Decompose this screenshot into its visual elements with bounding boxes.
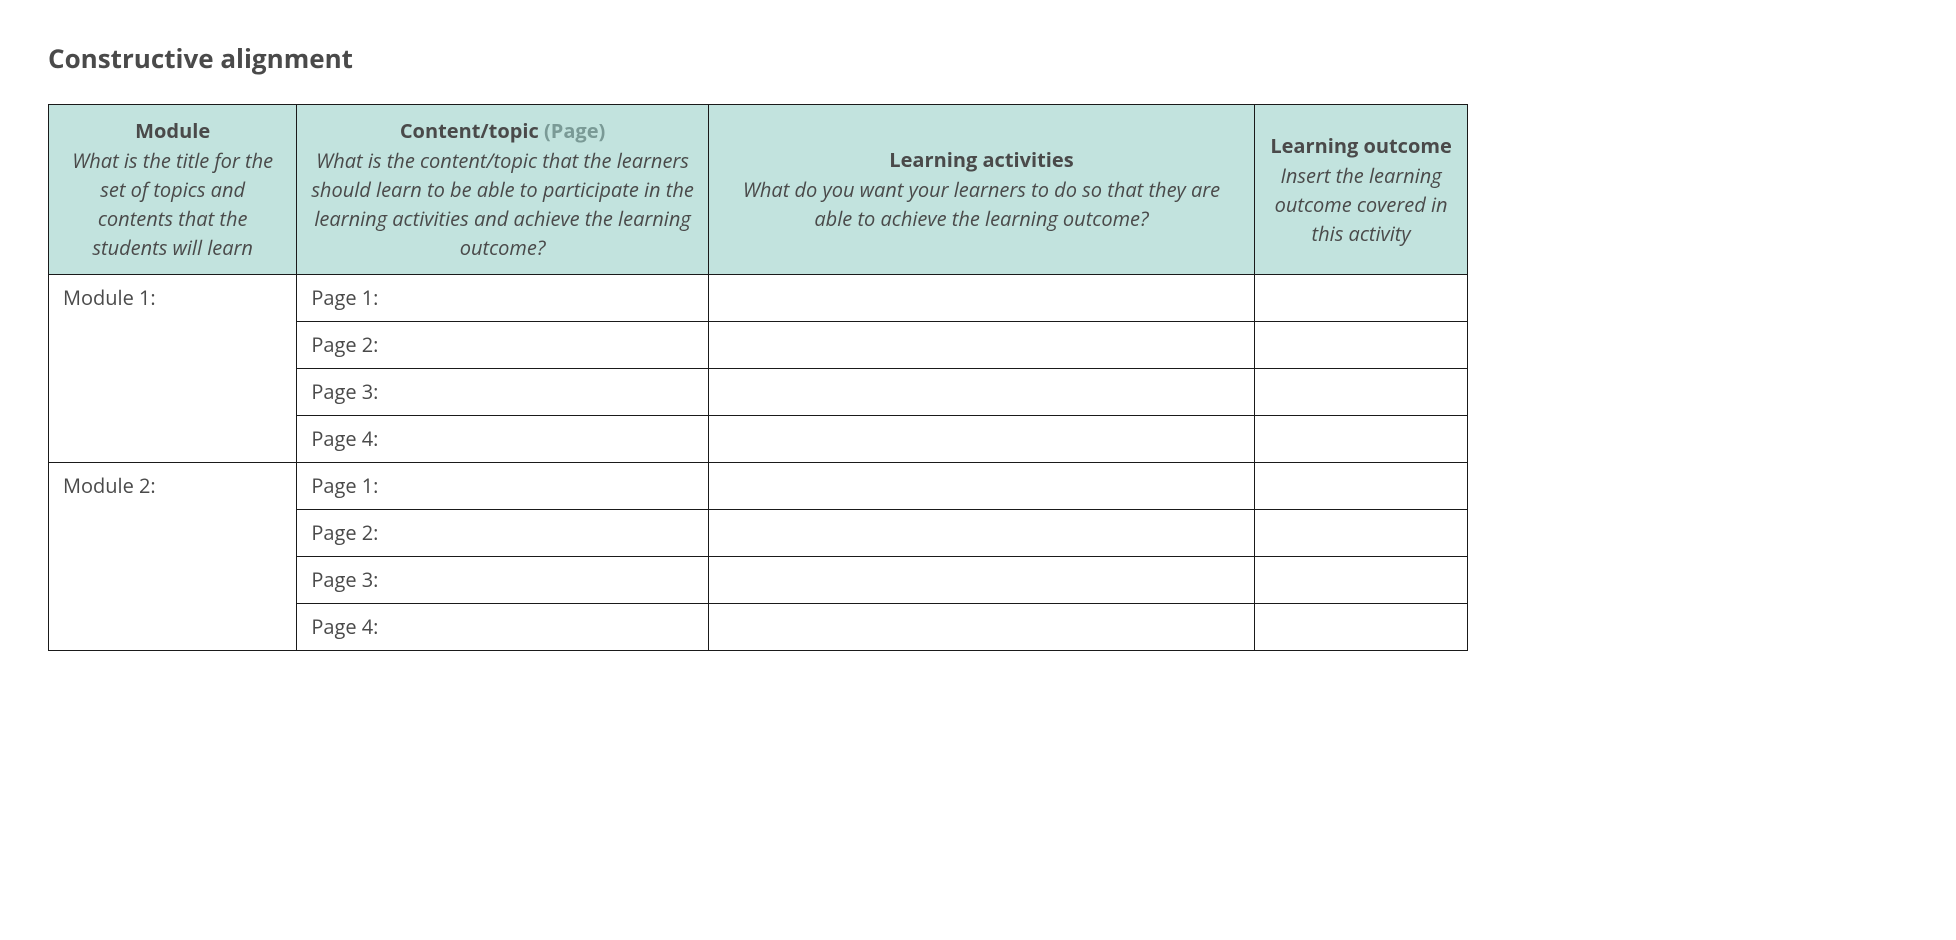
- activities-cell: [708, 463, 1254, 510]
- col-title: Content/topic: [400, 117, 539, 144]
- activities-cell: [708, 510, 1254, 557]
- activities-cell: [708, 275, 1254, 322]
- content-cell: Page 3:: [297, 369, 709, 416]
- col-header-activities: Learning activities What do you want you…: [708, 105, 1254, 275]
- table-header-row: Module What is the title for the set of …: [49, 105, 1468, 275]
- table-row: Module 1: Page 1:: [49, 275, 1468, 322]
- content-cell: Page 4:: [297, 416, 709, 463]
- outcome-cell: [1255, 510, 1468, 557]
- col-title-secondary: (Page): [539, 117, 606, 144]
- page-title: Constructive alignment: [48, 40, 1908, 76]
- content-cell: Page 2:: [297, 322, 709, 369]
- outcome-cell: [1255, 369, 1468, 416]
- activities-cell: [708, 557, 1254, 604]
- col-title: Module: [135, 117, 210, 144]
- col-title: Learning activities: [889, 146, 1073, 173]
- col-header-outcome: Learning outcome Insert the learning out…: [1255, 105, 1468, 275]
- col-header-content: Content/topic (Page) What is the content…: [297, 105, 709, 275]
- col-desc: Insert the learning outcome covered in t…: [1269, 161, 1453, 248]
- module-cell: Module 2:: [49, 463, 297, 651]
- outcome-cell: [1255, 604, 1468, 651]
- content-cell: Page 4:: [297, 604, 709, 651]
- col-desc: What is the content/topic that the learn…: [311, 146, 694, 262]
- content-cell: Page 2:: [297, 510, 709, 557]
- table-row: Module 2: Page 1:: [49, 463, 1468, 510]
- activities-cell: [708, 416, 1254, 463]
- outcome-cell: [1255, 322, 1468, 369]
- content-cell: Page 1:: [297, 463, 709, 510]
- content-cell: Page 1:: [297, 275, 709, 322]
- col-desc: What do you want your learners to do so …: [723, 175, 1240, 233]
- col-desc: What is the title for the set of topics …: [63, 146, 282, 262]
- activities-cell: [708, 604, 1254, 651]
- activities-cell: [708, 322, 1254, 369]
- outcome-cell: [1255, 416, 1468, 463]
- activities-cell: [708, 369, 1254, 416]
- outcome-cell: [1255, 557, 1468, 604]
- col-header-module: Module What is the title for the set of …: [49, 105, 297, 275]
- module-cell: Module 1:: [49, 275, 297, 463]
- outcome-cell: [1255, 463, 1468, 510]
- alignment-table: Module What is the title for the set of …: [48, 104, 1468, 651]
- outcome-cell: [1255, 275, 1468, 322]
- col-title: Learning outcome: [1270, 132, 1452, 159]
- content-cell: Page 3:: [297, 557, 709, 604]
